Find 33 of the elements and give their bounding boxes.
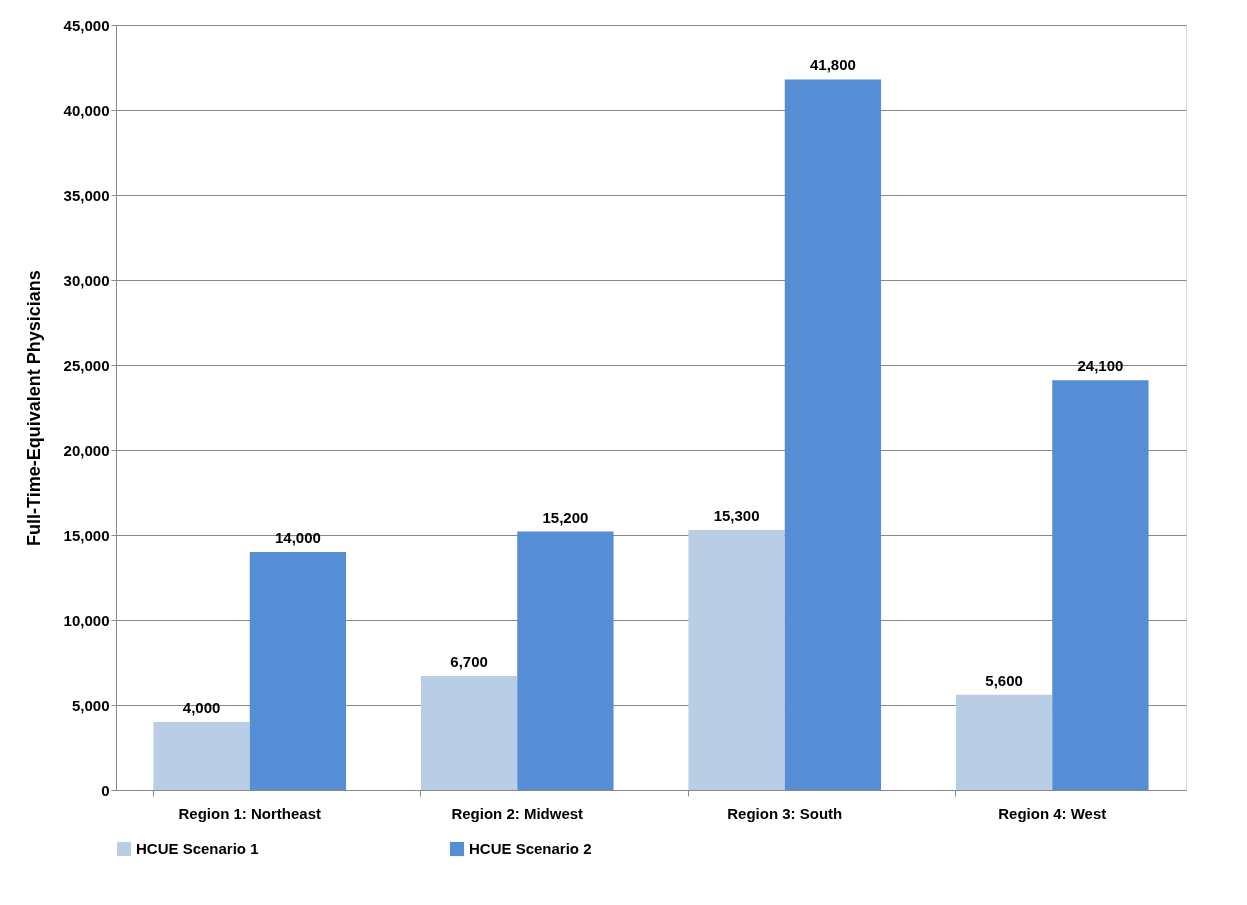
y-tick-label: 45,000 <box>63 16 110 34</box>
bar <box>517 531 614 790</box>
data-label: 15,200 <box>542 508 589 526</box>
y-tick-label: 10,000 <box>63 611 110 629</box>
x-tick-label: Region 3: South <box>727 804 843 822</box>
bar <box>784 79 882 790</box>
x-tick-label: Region 2: Midwest <box>451 804 584 822</box>
bar <box>688 529 785 790</box>
bar <box>420 676 518 790</box>
data-label: 6,700 <box>450 653 488 671</box>
x-tick-label: Region 1: Northeast <box>178 804 322 822</box>
data-label: 24,100 <box>1077 357 1124 375</box>
y-tick-label: 35,000 <box>63 186 110 204</box>
bar <box>1052 380 1149 790</box>
y-axis-title: Full-Time-Equivalent Physicians <box>23 270 44 546</box>
y-tick-label: 20,000 <box>63 441 110 459</box>
y-tick-label: 30,000 <box>63 271 110 289</box>
y-tick-label: 15,000 <box>63 526 110 544</box>
bar <box>249 552 347 790</box>
data-label: 5,600 <box>985 671 1023 689</box>
x-tick-label: Region 4: West <box>998 804 1107 822</box>
y-tick-label: 0 <box>101 781 110 799</box>
y-tick-label: 40,000 <box>63 101 110 119</box>
bar <box>955 694 1053 790</box>
bar <box>153 722 250 790</box>
data-label: 4,000 <box>182 699 221 716</box>
legend-label: HCUE Scenario 1 <box>136 840 259 857</box>
legend-label: HCUE Scenario 2 <box>469 840 592 857</box>
data-label: 15,300 <box>713 506 760 524</box>
y-tick-label: 25,000 <box>63 356 110 374</box>
y-tick-label: 5,000 <box>71 696 110 714</box>
data-label: 41,800 <box>809 56 856 74</box>
data-label: 14,000 <box>274 529 321 546</box>
